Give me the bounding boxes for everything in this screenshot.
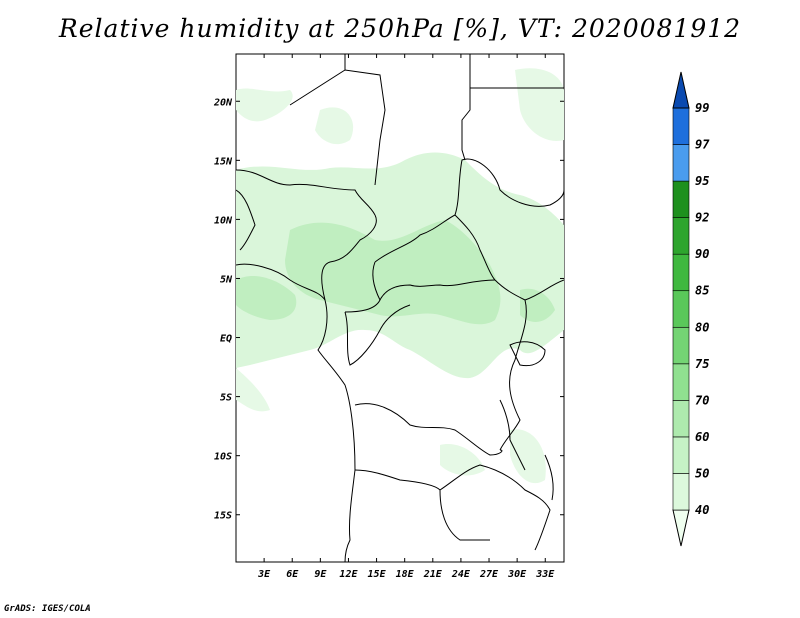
colorbar-upper-arrow bbox=[672, 71, 690, 109]
lon-label: 24E bbox=[451, 569, 471, 580]
colorbar-label: 92 bbox=[695, 211, 709, 225]
humidity-region-sahel bbox=[315, 107, 354, 145]
colorbar-segment bbox=[672, 180, 690, 218]
lon-label: 3E bbox=[257, 569, 271, 580]
lon-label: 18E bbox=[396, 569, 415, 580]
lon-label: 33E bbox=[535, 569, 555, 580]
lon-label: 12E bbox=[339, 569, 358, 580]
colorbar-segment bbox=[672, 253, 690, 292]
lon-label: 27E bbox=[479, 569, 499, 580]
humidity-region-southeast bbox=[510, 429, 546, 484]
colorbar-label: 80 bbox=[695, 320, 709, 334]
border-cameroon bbox=[344, 261, 381, 313]
colorbar-segment bbox=[672, 363, 690, 401]
latitude-labels: 20N 15N 10N 5N EQ 5S 10S 15S bbox=[213, 97, 233, 521]
lat-label: 15S bbox=[214, 511, 232, 522]
border-drc-south bbox=[354, 403, 503, 456]
border-angola bbox=[354, 469, 490, 541]
humidity-region-north bbox=[236, 88, 293, 122]
border-coastline-west bbox=[236, 263, 356, 562]
colorbar-segment bbox=[672, 436, 690, 474]
humidity-shading bbox=[236, 68, 564, 484]
lon-label: 21E bbox=[423, 569, 443, 580]
grads-credit: GrADS: IGES/COLA bbox=[4, 604, 91, 614]
lon-label: 6E bbox=[286, 569, 299, 580]
border-sudan bbox=[454, 158, 564, 216]
lat-label: 20N bbox=[213, 97, 233, 108]
lat-label: EQ bbox=[220, 334, 232, 345]
lat-label: 10S bbox=[214, 452, 232, 463]
longitude-labels: 3E 6E 9E 12E 15E 18E 21E 24E 27E 30E 33E bbox=[257, 569, 555, 580]
lon-label: 15E bbox=[368, 569, 387, 580]
colorbar-label: 85 bbox=[695, 284, 709, 298]
humidity-core-central bbox=[285, 220, 501, 325]
colorbar-label: 60 bbox=[695, 430, 709, 444]
lon-label: 9E bbox=[314, 569, 327, 580]
border-car-south bbox=[379, 279, 496, 301]
lat-label: 5S bbox=[220, 393, 232, 404]
border-north-2 bbox=[289, 69, 386, 186]
colorbar-label: 99 bbox=[695, 101, 709, 115]
colorbar-label: 70 bbox=[695, 393, 709, 407]
border-lake-victoria bbox=[509, 341, 546, 367]
border-zambia bbox=[439, 464, 551, 551]
border-coastline-gulf-west bbox=[236, 189, 256, 251]
lat-label: 5N bbox=[220, 274, 233, 285]
border-lake-malawi bbox=[544, 454, 554, 501]
humidity-region-southwest bbox=[236, 368, 270, 412]
humidity-core-coast bbox=[236, 275, 297, 320]
colorbar-label: 90 bbox=[695, 247, 709, 261]
lat-label: 10N bbox=[214, 215, 233, 226]
colorbar: 40 50 60 70 75 80 85 90 92 95 97 99 bbox=[672, 71, 710, 547]
border-east-africa bbox=[524, 279, 564, 301]
map-title: Relative humidity at 250hPa [%], VT: 202… bbox=[58, 14, 742, 43]
colorbar-segment bbox=[672, 144, 690, 182]
colorbar-segment bbox=[672, 217, 690, 255]
border-lake-tanganyika bbox=[499, 399, 526, 471]
lon-label: 30E bbox=[507, 569, 527, 580]
colorbar-lower-arrow bbox=[672, 509, 690, 547]
borders bbox=[236, 54, 564, 562]
border-libya-egypt bbox=[461, 54, 471, 161]
colorbar-segment bbox=[672, 473, 690, 511]
colorbar-segment bbox=[672, 326, 690, 365]
colorbar-label: 40 bbox=[695, 503, 709, 517]
colorbar-label: 75 bbox=[695, 357, 709, 371]
humidity-core-east bbox=[520, 288, 555, 322]
colorbar-label: 97 bbox=[695, 138, 710, 152]
border-north-1 bbox=[236, 169, 376, 216]
axis-ticks bbox=[236, 54, 564, 562]
colorbar-segment bbox=[672, 400, 690, 438]
border-chad-east bbox=[321, 214, 377, 301]
colorbar-label: 95 bbox=[695, 174, 709, 188]
lat-label: 15N bbox=[214, 156, 233, 167]
border-drc-east bbox=[494, 279, 527, 451]
humidity-region-northeast bbox=[515, 68, 564, 141]
colorbar-label: 50 bbox=[695, 466, 709, 480]
colorbar-segment bbox=[672, 107, 690, 145]
colorbar-segment bbox=[672, 290, 690, 328]
border-congo bbox=[344, 304, 411, 366]
map-panel bbox=[235, 53, 565, 563]
